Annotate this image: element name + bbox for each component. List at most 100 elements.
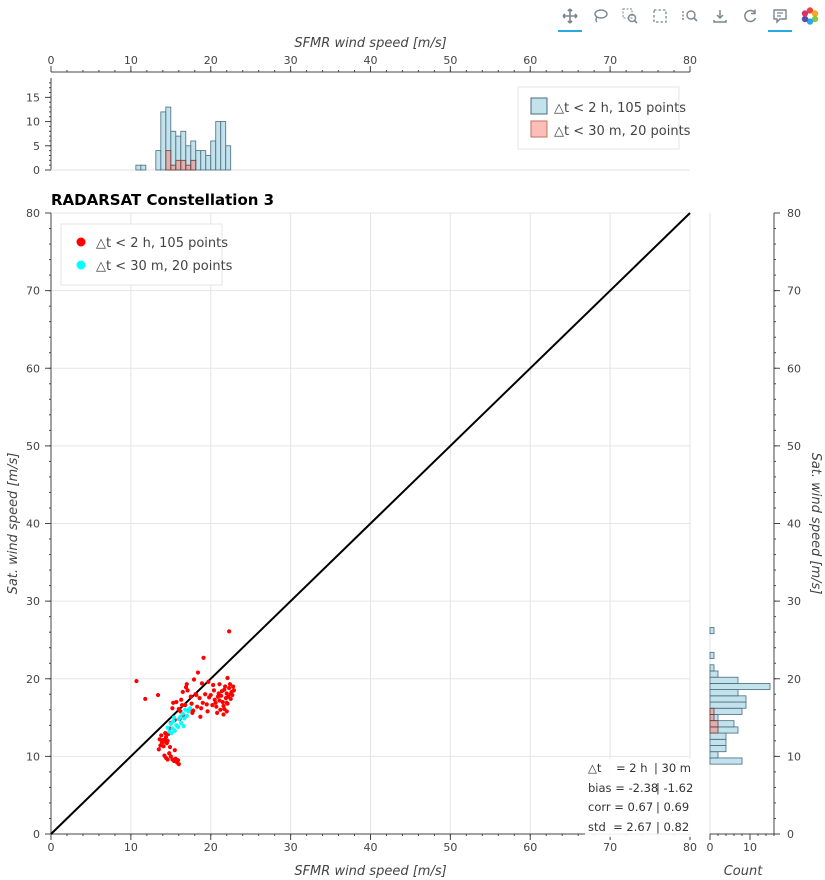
scatter-point-2h <box>227 682 233 687</box>
scatter-point-30m <box>171 715 177 720</box>
top-hist-bar-2h <box>215 121 222 171</box>
scatter-point-2h <box>184 682 189 687</box>
right-y-tick-label: 70 <box>787 285 801 298</box>
y-tick-label: 20 <box>26 673 40 686</box>
right-hist-bar-30m <box>709 714 715 722</box>
scatter-point-2h <box>224 691 229 696</box>
scatter-point-2h <box>180 689 185 695</box>
scatter-point-2h <box>190 710 195 716</box>
right-y-tick-label: 60 <box>787 362 801 375</box>
top-y-tick-label: 0 <box>33 164 40 177</box>
scatter-point-2h <box>217 682 222 687</box>
y-tick-label: 60 <box>26 362 40 375</box>
right-y-axis-label: Sat. wind speed [m/s] <box>808 453 823 595</box>
right-y-tick-label: 20 <box>787 673 801 686</box>
bokeh-logo[interactable] <box>795 2 825 30</box>
top-x-tick-label: 60 <box>523 54 537 67</box>
scatter-point-2h <box>199 706 204 711</box>
right-hist-bar-2h <box>709 651 715 659</box>
top-x-tick-label: 20 <box>204 54 218 67</box>
hover-icon[interactable] <box>765 2 795 32</box>
stats-box: △t = 2 h | 30 m bias = -2.38 | -1.62 corr … <box>585 759 693 837</box>
lasso-select-icon[interactable] <box>585 2 615 30</box>
pan-icon[interactable] <box>555 2 585 32</box>
scatter-point-2h <box>165 757 170 762</box>
top-legend-box <box>517 86 680 150</box>
top-hist-bar-30m <box>180 159 187 171</box>
scatter-point-2h <box>175 758 181 763</box>
scatter-point-2h <box>179 697 184 702</box>
main-legend-marker <box>76 260 86 270</box>
reset-icon[interactable] <box>735 2 765 30</box>
scatter-point-2h <box>224 709 229 714</box>
identity-line <box>50 212 691 835</box>
scatter-point-2h <box>200 700 205 705</box>
main-scatter-plot: RADARSAT Constellation 3 0 10 20 30 40 50 60 70 8… <box>6 191 697 879</box>
scatter-point-2h <box>227 685 232 691</box>
right-hist-bar-30m <box>709 726 719 734</box>
top-x-tick-label: 70 <box>603 54 617 67</box>
y-tick-label: 70 <box>26 285 40 298</box>
top-hist-bar-2h <box>155 150 162 171</box>
x-tick-label: 70 <box>603 841 617 854</box>
right-hist-bar-2h <box>709 701 747 709</box>
scatter-point-2h <box>213 700 218 705</box>
right-hist-bar-2h <box>709 695 747 703</box>
scatter-point-2h <box>225 701 230 706</box>
scatter-point-2h <box>178 709 183 714</box>
scatter-point-2h <box>221 712 226 717</box>
scatter-point-2h <box>199 681 205 686</box>
right-hist-bar-2h <box>709 670 719 678</box>
y-tick-label: 0 <box>33 828 40 841</box>
scatter-point-2h <box>143 696 148 702</box>
x-tick-label: 50 <box>443 841 457 854</box>
scatter-point-30m <box>170 726 175 731</box>
scatter-point-2h <box>189 701 194 706</box>
scatter-point-30m <box>181 724 186 729</box>
scatter-point-2h <box>171 700 176 705</box>
top-hist-bar-2h <box>205 155 212 171</box>
scatter-point-2h <box>188 694 193 699</box>
x-tick-label: 30 <box>284 841 298 854</box>
y-tick-label: 10 <box>26 750 40 763</box>
right-y-tick-label: 80 <box>787 207 801 220</box>
save-icon[interactable] <box>705 2 735 30</box>
main-legend-label: △t < 30 m, 20 points <box>96 259 233 274</box>
right-hist-bar-2h <box>709 738 727 746</box>
scatter-point-2h <box>156 747 161 752</box>
top-legend-label: △t < 2 h, 105 points <box>554 101 686 116</box>
right-x-tick-label: 0 <box>707 841 714 854</box>
top-hist-bar-2h <box>170 130 177 171</box>
right-hist-bar-2h <box>709 664 715 672</box>
scatter-point-2h <box>134 678 139 684</box>
scatter-point-2h <box>165 738 170 743</box>
right-hist-bar-2h <box>709 627 715 635</box>
top-hist-bar-30m <box>190 159 197 171</box>
right-y-tick-label: 30 <box>787 595 801 608</box>
box-zoom-icon[interactable] <box>615 2 645 30</box>
top-x-tick-label: 80 <box>683 54 697 67</box>
right-hist-bar-30m <box>709 707 715 715</box>
scatter-point-2h <box>167 751 172 756</box>
top-legend-swatch <box>530 120 548 138</box>
right-hist-bar-2h <box>709 676 739 684</box>
top-x-tick-label: 10 <box>124 54 138 67</box>
scatter-point-2h <box>231 684 236 689</box>
top-x-axis-label: SFMR wind speed [m/s] <box>294 36 446 51</box>
x-tick-label: 10 <box>124 841 138 854</box>
scatter-point-2h <box>191 677 197 682</box>
scatter-point-30m <box>179 720 184 726</box>
right-hist-bar-30m <box>709 720 719 728</box>
box-select-icon[interactable] <box>645 2 675 30</box>
stats-std: std = 2.67 | 0.82 <box>588 819 690 834</box>
scatter-point-2h <box>174 699 179 705</box>
scatter-point-2h <box>218 707 223 712</box>
top-hist-bar-2h <box>200 150 207 171</box>
wheel-zoom-icon[interactable] <box>675 2 705 30</box>
right-hist-bar-2h <box>709 732 727 740</box>
top-hist-bar-2h <box>210 140 217 171</box>
top-histogram: SFMR wind speed [m/s] 0 10 20 30 40 50 60 70 80 0 5… <box>26 36 697 177</box>
top-y-tick-label: 15 <box>26 91 40 104</box>
top-hist-bar-30m <box>175 159 182 171</box>
scatter-point-30m <box>186 709 191 714</box>
